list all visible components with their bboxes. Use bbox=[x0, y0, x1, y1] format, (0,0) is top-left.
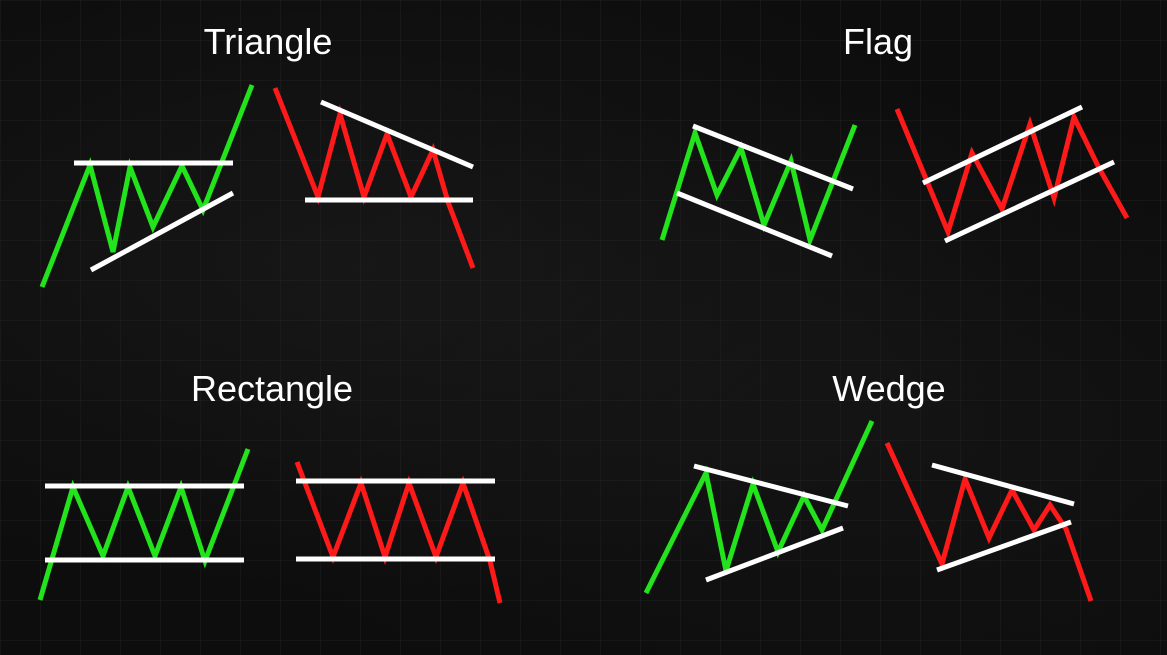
flag-bullish-upper-line bbox=[692, 123, 854, 192]
flag-bullish-pattern bbox=[659, 123, 858, 259]
triangle-bullish-pattern bbox=[39, 84, 255, 288]
wedge-bullish-upper-line bbox=[693, 463, 849, 509]
flag-bearish-price-line bbox=[894, 108, 1130, 240]
triangle-bullish-support-line bbox=[89, 190, 235, 273]
wedge-title: Wedge bbox=[832, 368, 946, 409]
wedge-bearish-lower-line bbox=[936, 519, 1072, 573]
wedge-bearish-price-line bbox=[884, 441, 1094, 602]
triangle-bearish-resistance-line bbox=[320, 99, 474, 170]
wedge-bullish-pattern bbox=[643, 419, 875, 595]
rectangle-bullish-pattern bbox=[37, 448, 251, 601]
flag-bearish-lower-line bbox=[943, 159, 1116, 244]
flag-bullish-price-line bbox=[659, 124, 858, 249]
flag-title: Flag bbox=[842, 21, 914, 62]
wedge-bearish-upper-line bbox=[931, 462, 1075, 507]
triangle-bearish-price-line bbox=[272, 87, 476, 269]
wedge-bullish-lower-line bbox=[705, 525, 844, 583]
triangle-bullish-price-line bbox=[39, 84, 255, 288]
wedge-bullish-price-line bbox=[643, 419, 875, 595]
flag-bearish-upper-line bbox=[921, 104, 1084, 186]
triangle-bearish-pattern bbox=[272, 87, 476, 269]
flag-bearish-pattern bbox=[894, 104, 1130, 244]
rectangle-title: Rectangle bbox=[190, 368, 354, 409]
triangle-title: Triangle bbox=[203, 21, 333, 62]
flag-bullish-lower-line bbox=[676, 190, 833, 259]
rectangle-bullish-price-line bbox=[37, 448, 251, 601]
wedge-bearish-pattern bbox=[884, 441, 1094, 602]
rectangle-bearish-pattern bbox=[294, 461, 503, 604]
